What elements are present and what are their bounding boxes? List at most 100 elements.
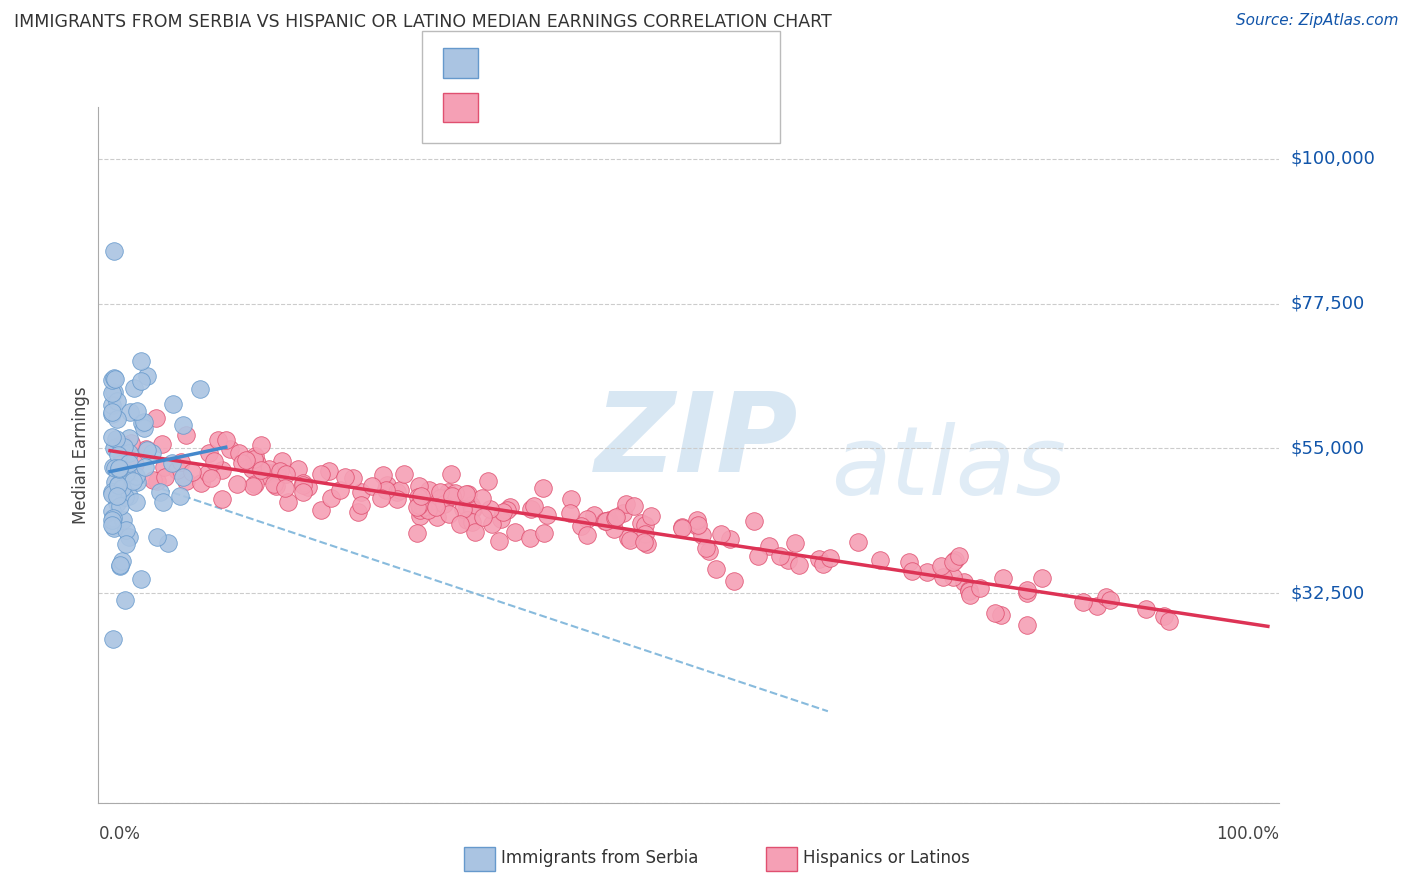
Text: ZIP: ZIP (595, 387, 799, 494)
Point (776, 553, 799, 567)
Point (318, 464, 340, 478)
Point (124, 468, 146, 483)
Point (385, 485, 408, 500)
Point (259, 466, 281, 480)
Point (132, 415, 155, 429)
Point (235, 453, 257, 467)
Point (560, 492, 582, 507)
Point (276, 467, 298, 481)
Point (103, 519, 125, 533)
Point (291, 476, 314, 491)
Point (990, 607, 1012, 622)
Point (263, 477, 285, 491)
Point (155, 470, 177, 484)
Point (101, 632, 124, 647)
Point (240, 462, 263, 476)
Point (197, 466, 219, 480)
Point (360, 479, 382, 493)
Point (1031, 571, 1053, 585)
Point (231, 456, 253, 470)
Point (118, 456, 141, 470)
Point (634, 527, 657, 541)
Point (174, 428, 197, 442)
Point (426, 509, 449, 524)
Point (692, 528, 714, 542)
Point (370, 491, 392, 505)
Point (931, 559, 953, 574)
Point (321, 491, 343, 505)
Text: $77,500: $77,500 (1291, 294, 1365, 312)
Point (460, 515, 482, 529)
Point (959, 588, 981, 602)
Point (141, 446, 163, 460)
Point (250, 463, 273, 477)
Point (118, 431, 141, 445)
Point (105, 489, 128, 503)
Point (492, 505, 515, 519)
Point (948, 549, 970, 563)
Point (172, 470, 194, 484)
Point (695, 541, 717, 556)
Point (429, 485, 451, 500)
Point (101, 398, 124, 412)
Point (640, 509, 662, 524)
Point (1157, 615, 1180, 629)
Point (614, 497, 637, 511)
Point (375, 482, 398, 496)
Point (131, 417, 153, 431)
Point (114, 592, 136, 607)
Point (456, 501, 478, 516)
Point (519, 502, 541, 516)
Point (108, 461, 131, 475)
Point (846, 535, 869, 549)
Point (101, 517, 124, 532)
Point (416, 502, 439, 516)
Point (181, 465, 204, 479)
Point (271, 454, 294, 468)
Text: atlas: atlas (831, 422, 1066, 516)
Point (758, 539, 780, 553)
Point (409, 508, 432, 523)
Point (124, 457, 146, 471)
Point (558, 506, 581, 520)
Point (633, 518, 655, 533)
Point (499, 500, 522, 514)
Point (349, 498, 371, 512)
Point (406, 525, 429, 540)
Point (157, 536, 180, 550)
Point (274, 481, 297, 495)
Point (105, 496, 128, 510)
Point (686, 513, 709, 527)
Point (346, 505, 368, 519)
Point (605, 510, 627, 524)
Point (942, 570, 965, 584)
Point (135, 442, 157, 456)
Point (211, 463, 233, 477)
Point (103, 385, 125, 400)
Point (101, 486, 124, 500)
Point (309, 503, 332, 517)
Point (246, 456, 269, 470)
Point (242, 479, 264, 493)
Point (575, 512, 598, 526)
Point (394, 467, 416, 482)
Point (136, 368, 159, 383)
Point (104, 475, 127, 489)
Point (489, 512, 512, 526)
Point (686, 519, 709, 533)
Point (523, 500, 546, 514)
Point (686, 518, 709, 533)
Point (460, 498, 482, 512)
Point (411, 489, 433, 503)
Point (103, 441, 125, 455)
Point (342, 471, 364, 485)
Point (108, 462, 131, 476)
Point (107, 478, 129, 492)
Point (495, 503, 517, 517)
Point (1015, 583, 1038, 598)
Point (444, 486, 467, 500)
Y-axis label: Median Earnings: Median Earnings (72, 386, 90, 524)
Point (142, 473, 165, 487)
Point (129, 354, 152, 368)
Text: N=: N= (605, 98, 638, 116)
